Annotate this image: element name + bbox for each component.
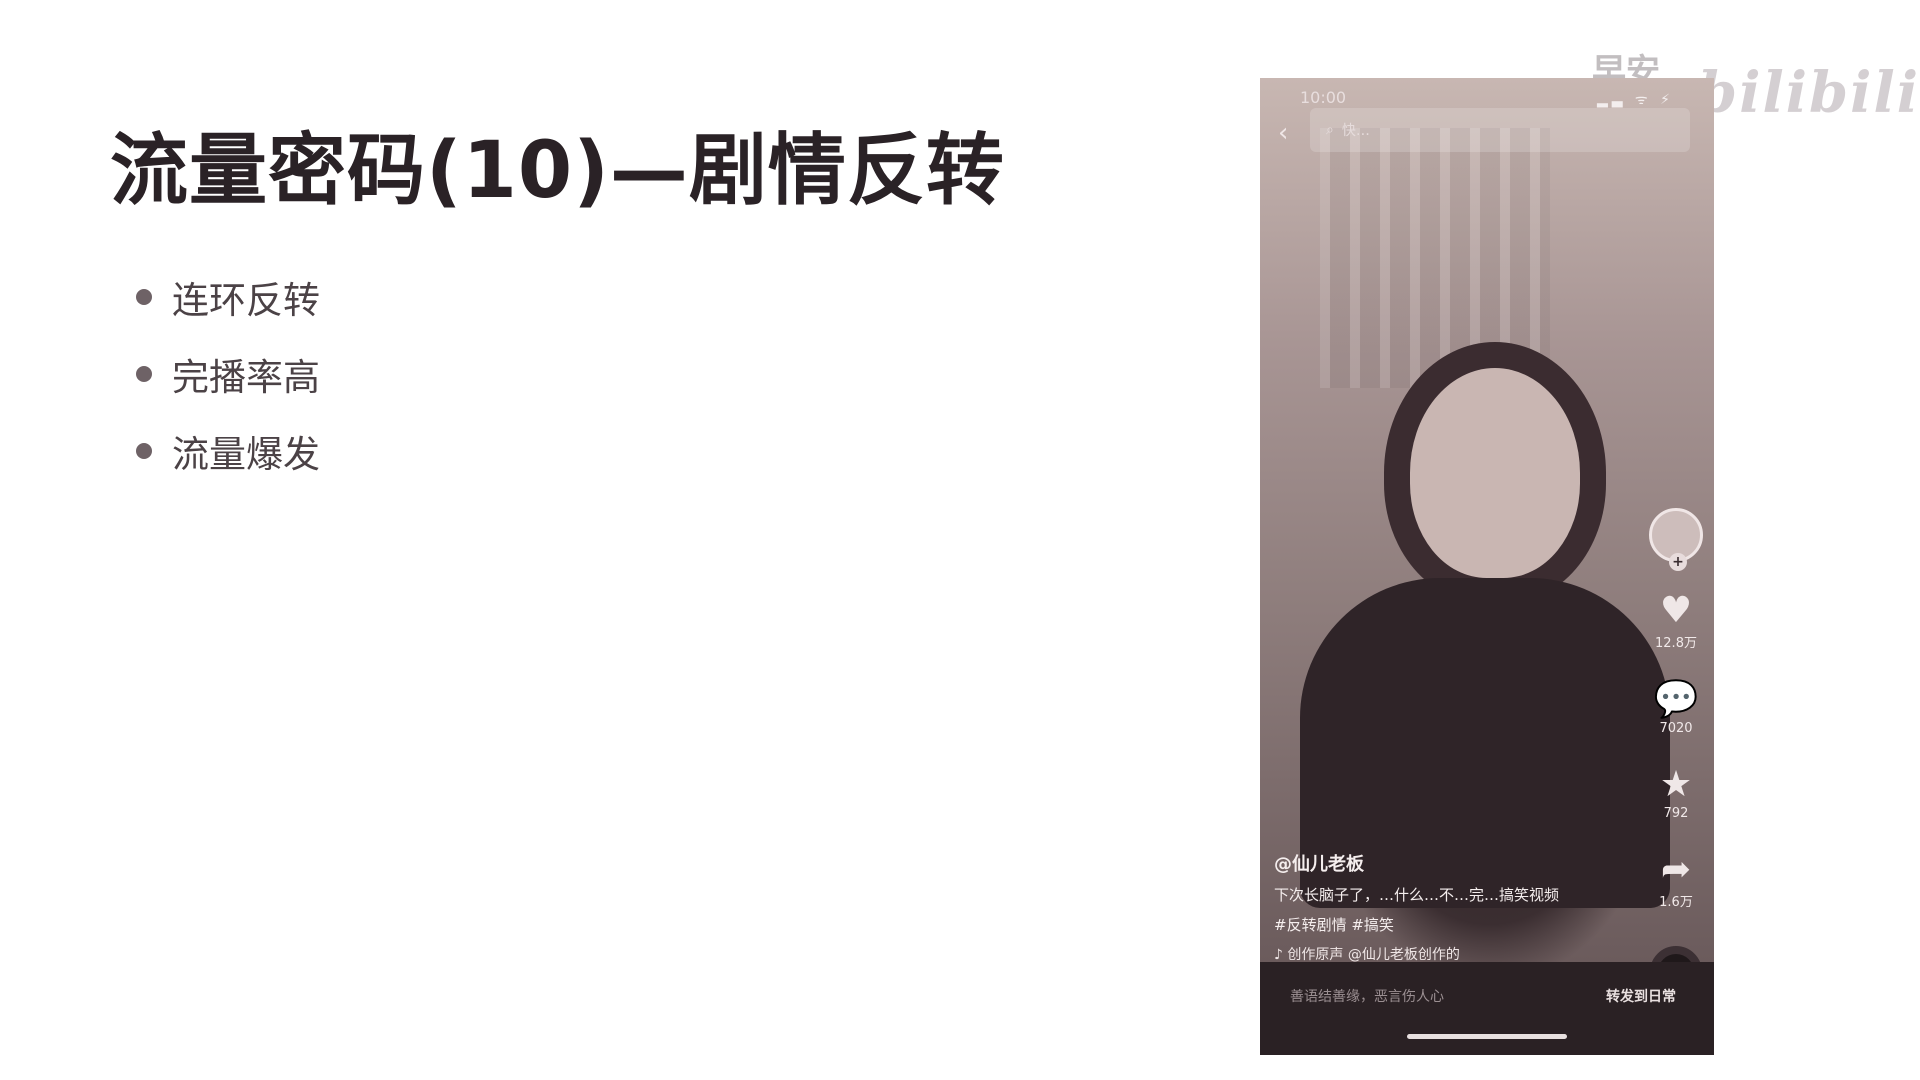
search-icon: ⌕	[1326, 122, 1334, 138]
share-to-daily-button[interactable]: 转发到日常	[1598, 982, 1684, 1010]
phone-screenshot: 10:00 ▂▃ ᯤ ⚡ ‹ ⌕ 快… + ♥ 12.8万 💬 7020 ★ 7…	[1260, 78, 1714, 1055]
favorite-count: 792	[1663, 806, 1689, 821]
author-avatar[interactable]: +	[1649, 508, 1703, 571]
heart-icon: ♥	[1659, 590, 1693, 631]
status-time: 10:00	[1300, 88, 1347, 107]
caption-text: 下次长脑子了，…什么…不…完…搞笑视频	[1274, 886, 1560, 904]
status-icons: ▂▃ ᯤ ⚡	[1596, 92, 1674, 108]
comment-icon: 💬	[1653, 679, 1699, 720]
bilibili-logo: bilibili	[1698, 60, 1920, 126]
bullet-item: 连环反转	[136, 258, 320, 335]
comment-bar: 善语结善缘，恶言伤人心 转发到日常	[1260, 962, 1714, 1055]
comment-input[interactable]: 善语结善缘，恶言伤人心	[1290, 989, 1444, 1005]
caption-author[interactable]: @仙儿老板	[1274, 854, 1364, 875]
bullet-item: 流量爆发	[136, 412, 320, 489]
share-button[interactable]: ➦ 1.6万	[1659, 849, 1693, 911]
caption-tags[interactable]: #反转剧情 #搞笑	[1274, 916, 1394, 934]
share-arrow-icon: ➦	[1660, 849, 1692, 890]
caption-music[interactable]: ♪ 创作原声 @仙儿老板创作的	[1274, 947, 1460, 963]
bullet-dot-icon	[136, 288, 152, 305]
bullet-text: 连环反转	[172, 278, 320, 322]
video-person-head	[1410, 368, 1580, 578]
bullet-dot-icon	[136, 365, 152, 382]
follow-plus-icon[interactable]: +	[1669, 553, 1687, 571]
video-person-body	[1300, 578, 1670, 908]
right-action-rail: + ♥ 12.8万 💬 7020 ★ 792 ➦ 1.6万	[1646, 508, 1706, 998]
back-icon[interactable]: ‹	[1278, 118, 1289, 148]
star-icon: ★	[1659, 764, 1693, 805]
favorite-button[interactable]: ★ 792	[1659, 764, 1693, 822]
bullet-list: 连环反转 完播率高 流量爆发	[136, 258, 320, 489]
bullet-item: 完播率高	[136, 335, 320, 412]
bullet-text: 完播率高	[172, 355, 320, 399]
search-text: 快…	[1341, 123, 1370, 139]
video-background-building	[1320, 128, 1550, 388]
home-indicator[interactable]	[1407, 1034, 1567, 1039]
comment-button[interactable]: 💬 7020	[1653, 679, 1699, 737]
like-button[interactable]: ♥ 12.8万	[1655, 590, 1697, 652]
bullet-dot-icon	[136, 442, 152, 459]
bullet-text: 流量爆发	[172, 432, 320, 476]
like-count: 12.8万	[1655, 636, 1697, 651]
search-bar[interactable]: ⌕ 快…	[1310, 108, 1690, 152]
share-count: 1.6万	[1659, 895, 1693, 910]
slide-title: 流量密码(10)—剧情反转	[110, 126, 1005, 216]
video-caption: @仙儿老板 下次长脑子了，…什么…不…完…搞笑视频 #反转剧情 #搞笑 ♪ 创作…	[1274, 850, 1634, 964]
comment-count: 7020	[1659, 721, 1693, 736]
